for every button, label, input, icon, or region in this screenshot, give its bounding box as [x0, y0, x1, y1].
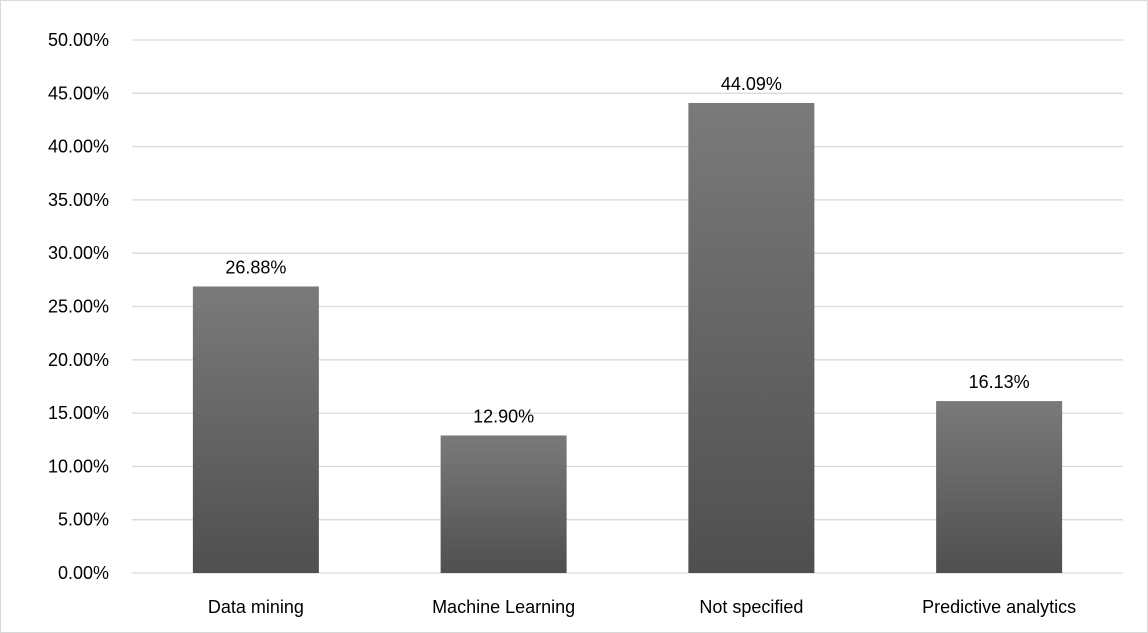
- data-label: 44.09%: [721, 74, 782, 94]
- bars: [192, 103, 1063, 573]
- bar: [192, 286, 319, 573]
- data-label: 16.13%: [969, 372, 1030, 392]
- y-tick-label: 35.00%: [48, 190, 109, 210]
- x-axis: Data mining Machine Learning Not specified…: [208, 597, 1076, 617]
- y-tick-label: 0.00%: [58, 563, 109, 583]
- y-tick-label: 10.00%: [48, 456, 109, 476]
- bar: [688, 103, 815, 573]
- data-labels: 26.88% 12.90% 44.09% 16.13%: [225, 74, 1029, 426]
- bar: [936, 401, 1063, 573]
- y-tick-label: 25.00%: [48, 297, 109, 317]
- x-tick-label: Machine Learning: [432, 597, 575, 617]
- x-tick-label: Not specified: [699, 597, 803, 617]
- y-tick-label: 50.00%: [48, 30, 109, 50]
- data-label: 12.90%: [473, 406, 534, 426]
- y-tick-label: 30.00%: [48, 243, 109, 263]
- bar: [440, 435, 567, 573]
- y-axis: 0.00% 5.00% 10.00% 15.00% 20.00% 25.00% 30.00%…: [48, 30, 109, 583]
- y-tick-label: 40.00%: [48, 137, 109, 157]
- y-tick-label: 5.00%: [58, 510, 109, 530]
- x-tick-label: Data mining: [208, 597, 304, 617]
- y-tick-label: 45.00%: [48, 83, 109, 103]
- y-tick-label: 15.00%: [48, 403, 109, 423]
- x-tick-label: Predictive analytics: [922, 597, 1076, 617]
- y-tick-label: 20.00%: [48, 350, 109, 370]
- data-label: 26.88%: [225, 257, 286, 277]
